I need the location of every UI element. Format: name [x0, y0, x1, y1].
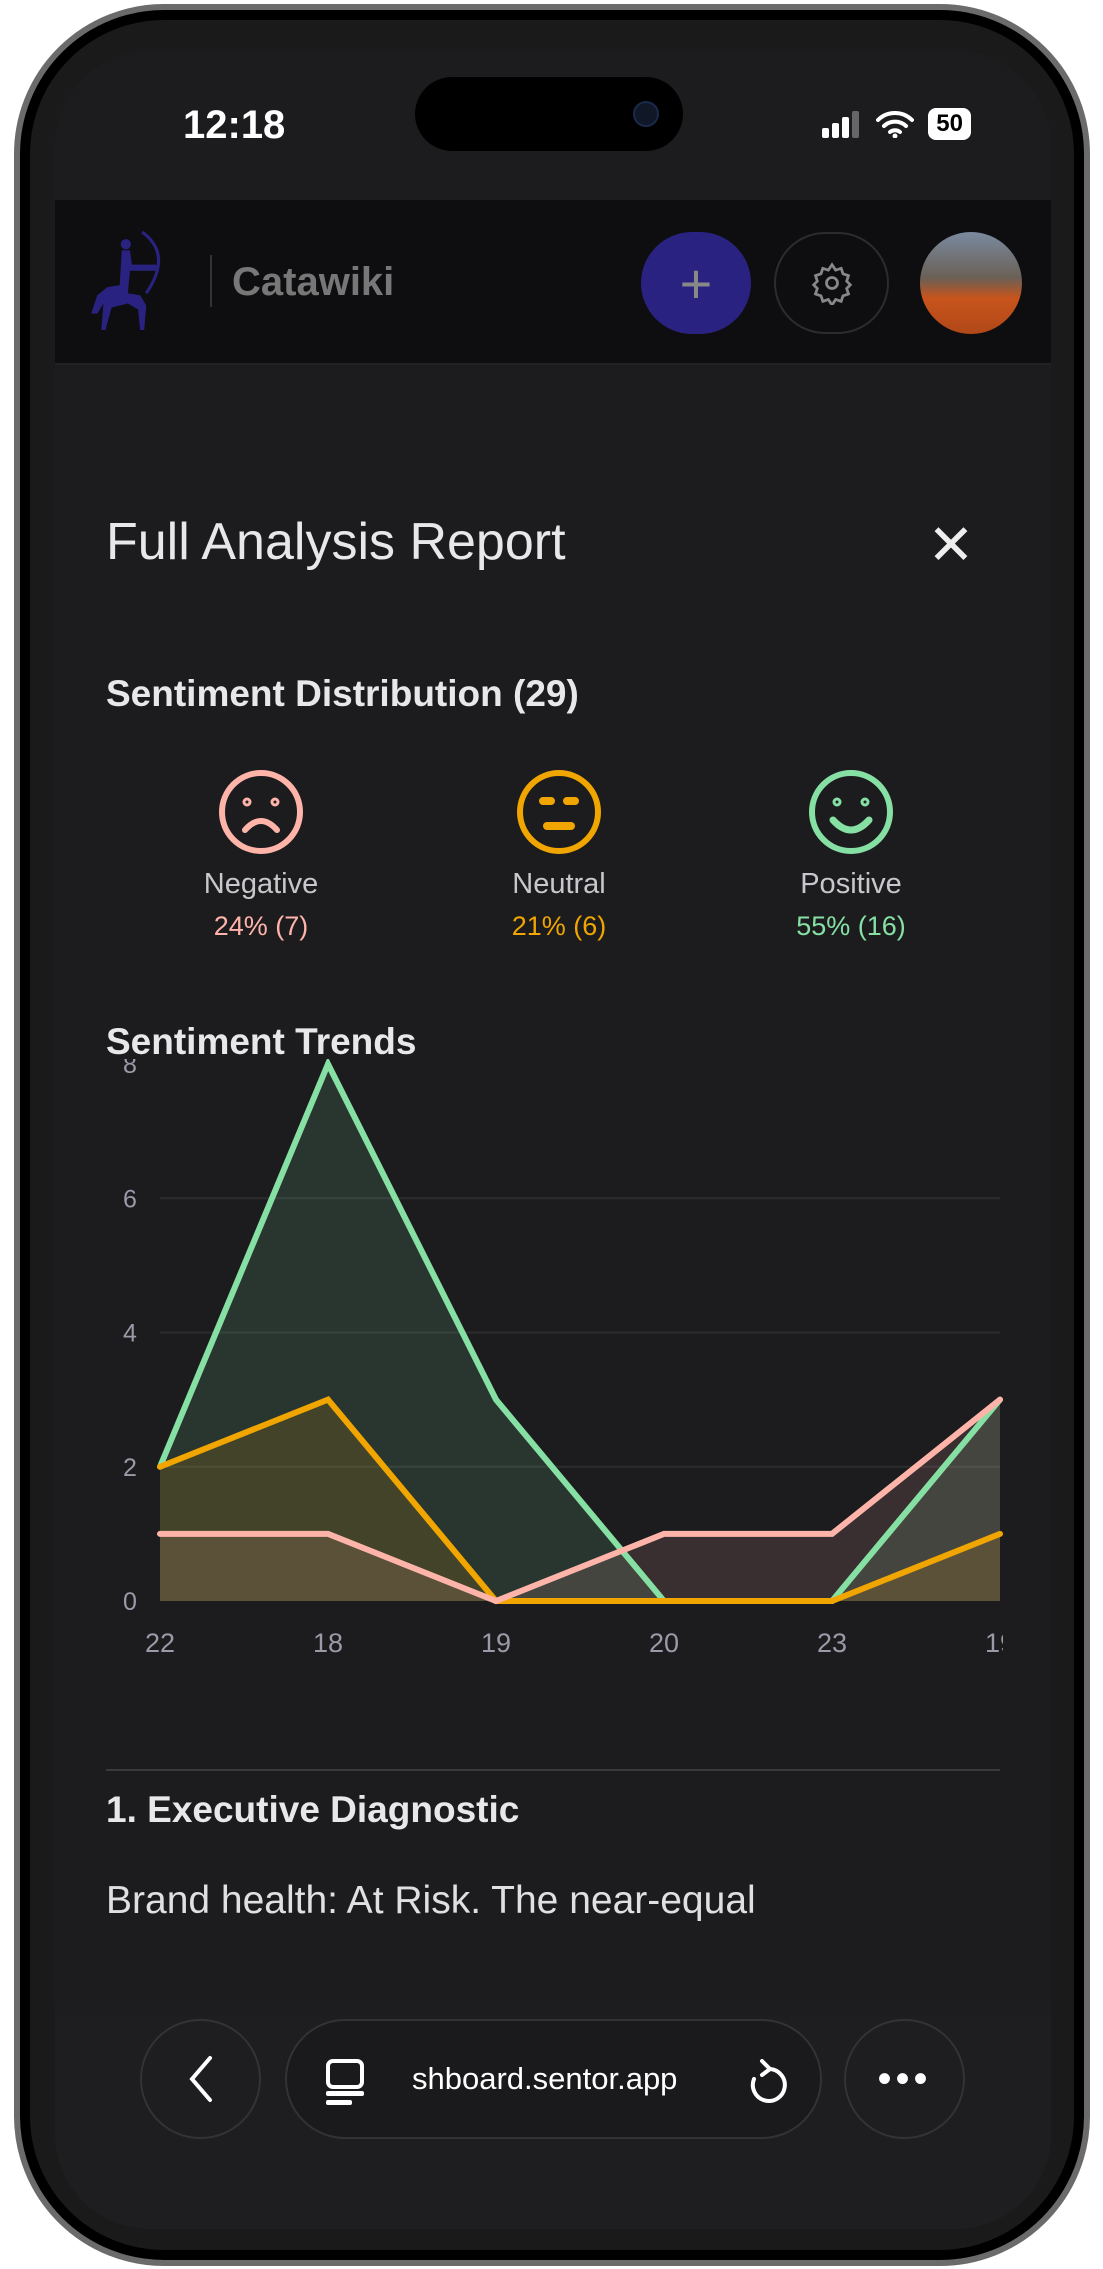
close-icon: ✕	[927, 513, 975, 576]
analysis-report-modal: Full Analysis Report ✕ Sentiment Distrib…	[55, 379, 1051, 2229]
sentiment-value: 55% (16)	[796, 911, 906, 941]
dynamic-island	[415, 77, 683, 151]
x-tick-label: 20	[649, 1628, 679, 1658]
centaur-logo-icon[interactable]	[83, 230, 185, 332]
positive-area	[160, 1064, 1000, 1601]
y-tick-label: 0	[123, 1588, 137, 1616]
section-heading: 1. Executive Diagnostic	[106, 1789, 520, 1830]
y-tick-label: 6	[123, 1185, 137, 1213]
user-avatar[interactable]	[920, 232, 1022, 334]
status-bar: 12:18 50	[55, 51, 1051, 200]
back-button[interactable]	[140, 2019, 261, 2139]
reload-icon[interactable]	[744, 2059, 788, 2107]
chevron-left-icon	[188, 2056, 212, 2102]
sad-face-icon	[219, 770, 303, 854]
sentiment-label: Positive	[800, 868, 902, 900]
y-tick-label: 2	[123, 1454, 137, 1482]
neutral-line	[157, 1396, 1003, 1604]
header-divider	[210, 255, 212, 307]
gear-icon	[811, 262, 852, 305]
sentiment-trends-chart: 0 2 4 6 8 22 18 19 20 23 19	[123, 1059, 1015, 1658]
positive-line	[157, 1059, 1003, 1604]
x-tick-label: 23	[817, 1628, 847, 1658]
screen: 12:18 50 Catawiki + Full Analysis Report…	[55, 51, 1051, 2229]
app-header: Catawiki +	[55, 200, 1051, 365]
smile-face-icon	[809, 770, 893, 854]
sentiment-value: 24% (7)	[213, 911, 309, 941]
status-time: 12:18	[183, 103, 286, 147]
sentiment-positive: Positive 55% (16)	[731, 768, 971, 942]
modal-title: Full Analysis Report	[106, 513, 566, 571]
plus-icon: +	[679, 251, 713, 315]
negative-line	[157, 1396, 1003, 1605]
sentiment-negative: Negative 24% (7)	[141, 768, 381, 942]
brand-name[interactable]: Catawiki	[232, 260, 395, 304]
settings-button[interactable]	[774, 232, 889, 334]
add-button[interactable]: +	[641, 232, 751, 334]
y-tick-label: 4	[123, 1320, 137, 1348]
more-button[interactable]: •••	[844, 2019, 965, 2139]
section-text: Brand health: At Risk. The near-equal	[106, 1879, 756, 1922]
trends-heading: Sentiment Trends	[106, 1021, 417, 1062]
sentiment-neutral: Neutral 21% (6)	[439, 768, 679, 942]
x-tick-label: 22	[145, 1628, 175, 1658]
sentiment-value: 21% (6)	[511, 911, 607, 941]
x-tick-label: 19	[481, 1628, 511, 1658]
browser-toolbar: shboard.sentor.app •••	[55, 2001, 1051, 2229]
tab-overview-icon	[326, 2059, 364, 2105]
neutral-face-icon	[517, 770, 601, 854]
camera-icon	[633, 101, 659, 127]
url-text: shboard.sentor.app	[412, 2061, 678, 2096]
y-tick-label: 8	[123, 1059, 137, 1079]
signal-icon	[822, 111, 860, 138]
section-divider	[106, 1769, 1000, 1771]
x-tick-label: 18	[313, 1628, 343, 1658]
distribution-heading: Sentiment Distribution (29)	[106, 673, 579, 714]
status-icons: 50	[822, 108, 971, 140]
sentiment-label: Negative	[203, 868, 319, 900]
x-tick-label: 19	[985, 1628, 1015, 1658]
sentiment-label: Neutral	[512, 868, 606, 900]
battery-indicator: 50	[928, 108, 971, 140]
close-button[interactable]: ✕	[921, 515, 981, 575]
address-bar[interactable]: shboard.sentor.app	[285, 2019, 822, 2139]
more-icon: •••	[877, 2056, 932, 2101]
wifi-icon	[876, 110, 915, 138]
